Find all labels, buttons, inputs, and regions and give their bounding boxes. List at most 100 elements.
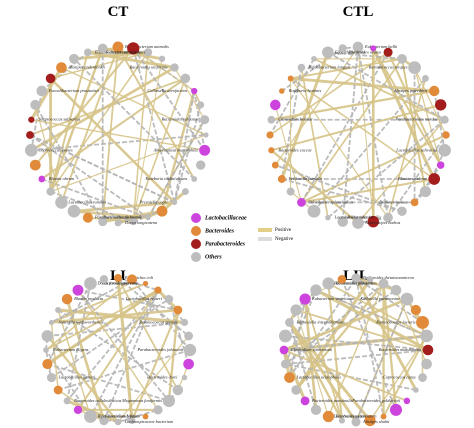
node	[280, 359, 290, 369]
positive-edge	[45, 289, 159, 351]
node	[29, 159, 41, 171]
node	[300, 396, 310, 406]
node-label: Eubacterium eligens	[52, 347, 89, 352]
node-label: Klebsiella pneumoniae	[359, 296, 400, 301]
node	[397, 53, 407, 64]
negative-edge	[73, 58, 195, 180]
negative-edge	[424, 149, 446, 192]
node-label: Eubacterium rectale	[105, 49, 141, 54]
node-label: Odoribacter splanchnicus	[308, 199, 353, 204]
node	[144, 48, 153, 57]
node-label: Streptococcus salivarius	[38, 117, 80, 122]
node-label: Escherichia coli	[124, 275, 154, 280]
node-label: Bacteroides dorei	[147, 375, 178, 380]
negative-edge	[41, 178, 149, 219]
negative-edge	[34, 104, 104, 223]
node	[158, 55, 166, 63]
node	[429, 85, 440, 97]
node-label: Eubacterium hallii	[364, 44, 398, 49]
node	[352, 217, 364, 229]
node-label: Bacteroides cellulosilyticus	[74, 398, 122, 403]
node	[337, 275, 347, 284]
node	[128, 417, 136, 425]
positive-edge	[50, 51, 149, 80]
node-label: Bifidobacterium bifidum	[97, 414, 139, 419]
positive-edge	[45, 278, 133, 351]
negative-edge	[288, 298, 306, 378]
node	[403, 397, 411, 405]
positive-edge	[57, 309, 92, 417]
positive-edge	[269, 51, 389, 136]
node	[268, 147, 275, 154]
node-label: Alistipes onderdonkii	[67, 65, 105, 70]
negative-edge	[46, 283, 92, 365]
node	[99, 416, 109, 426]
node	[285, 318, 294, 327]
node-label: Bacteroides thetaiotaomicron	[363, 275, 414, 280]
node-label: Bacteroides intestinalis	[312, 398, 353, 403]
node	[142, 413, 149, 420]
node	[69, 53, 79, 64]
node	[337, 216, 348, 227]
node	[322, 410, 335, 423]
negative-edge	[288, 322, 317, 411]
node	[435, 99, 447, 111]
node	[183, 358, 194, 370]
node-label: Roseburia inulinivorans	[145, 176, 188, 181]
node	[182, 188, 189, 195]
positive-edge	[51, 282, 146, 324]
node-label: Sutterella wadsworthensis	[58, 319, 103, 324]
node-label: Lactobacillus ruminis	[67, 199, 106, 204]
legend: Lactobacillaceae Bacteroides Parabacteroid…	[191, 213, 294, 262]
node	[364, 415, 376, 427]
node	[400, 292, 414, 306]
node	[36, 85, 48, 97]
positive-edge	[295, 309, 429, 351]
positive-edge	[73, 201, 175, 213]
node-label: Alistipes putredinis	[393, 88, 427, 93]
node-label: Lactobacillus mucosae	[334, 215, 375, 220]
node	[287, 75, 294, 82]
edges	[269, 46, 447, 224]
negative-edge	[131, 278, 191, 351]
positive-edge	[131, 309, 179, 422]
node	[397, 206, 407, 216]
node	[30, 99, 41, 110]
positive-edge	[288, 321, 372, 422]
negative-edge	[193, 90, 206, 151]
node	[61, 293, 73, 305]
node	[184, 331, 194, 341]
node	[299, 293, 311, 305]
negative-edge	[173, 104, 202, 203]
node	[55, 306, 62, 314]
node-label: Blautia obeum	[49, 176, 74, 181]
node-label: Anaerostipes hadrus	[364, 220, 401, 225]
node	[279, 88, 285, 94]
positive-edge	[295, 282, 385, 391]
positive-edge	[60, 46, 119, 203]
node	[310, 404, 322, 416]
node	[277, 175, 286, 183]
positive-edge	[282, 349, 307, 402]
node	[310, 284, 322, 296]
positive-edge	[271, 103, 441, 152]
positive-edge	[117, 46, 196, 180]
node	[311, 55, 317, 62]
node	[170, 63, 179, 72]
node	[191, 87, 198, 95]
node	[46, 372, 57, 383]
node	[53, 385, 63, 395]
node-label: Clostridium symbiosum	[291, 347, 332, 352]
positive-edge	[395, 289, 428, 365]
node-label: Bacteroides fragilis	[347, 215, 381, 220]
legend-swatch	[191, 213, 201, 223]
positive-edge	[387, 51, 442, 166]
node	[172, 384, 184, 396]
node	[197, 101, 205, 109]
node	[199, 144, 211, 156]
positive-edge	[49, 47, 104, 192]
legend-label: Positive	[275, 228, 292, 233]
node	[84, 277, 97, 290]
